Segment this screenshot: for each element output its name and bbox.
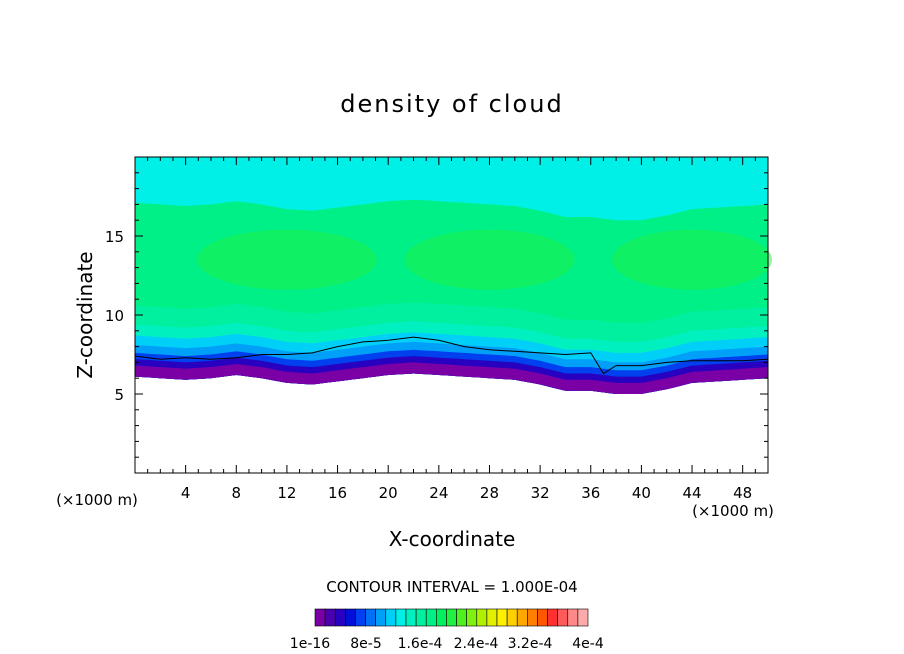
- contour-interval-label: CONTOUR INTERVAL = 1.000E-04: [326, 578, 577, 596]
- colorbar-swatch: [496, 608, 508, 627]
- x-axis-unit-label: (×1000 m): [692, 502, 774, 520]
- colorbar-swatch: [547, 608, 558, 627]
- colorbar-label: 4e-4: [572, 636, 604, 652]
- plot-area: [134, 157, 773, 473]
- x-axis-ticks: 4 8 12 16 20 24 28 32 36 40 44 48: [147, 157, 756, 502]
- x-tick-label: 36: [581, 484, 600, 502]
- cloud-layer-1e-16: [135, 362, 768, 394]
- colorbar-swatch: [436, 608, 447, 627]
- y-tick-label: 5: [114, 386, 124, 404]
- colorbar-swatch: [365, 608, 376, 627]
- colorbar-swatch: [375, 608, 387, 627]
- x-tick-label: 40: [632, 484, 651, 502]
- colorbar-swatch: [537, 608, 548, 627]
- x-tick-label: 48: [733, 484, 752, 502]
- colorbar-label: 3.2e-4: [508, 636, 553, 652]
- colorbar-swatch: [425, 608, 437, 627]
- colorbar-swatch: [557, 608, 569, 627]
- colorbar-label: 1.6e-4: [398, 636, 443, 652]
- colorbar-label: 2.4e-4: [454, 636, 499, 652]
- cloud-core: [612, 229, 773, 290]
- colorbar-swatch: [324, 608, 336, 627]
- chart-title: density of cloud: [340, 90, 563, 118]
- x-tick-label: 16: [328, 484, 347, 502]
- colorbar-swatch: [345, 608, 356, 627]
- x-tick-label: 28: [480, 484, 499, 502]
- x-origin-unit-label: (×1000 m): [56, 491, 138, 509]
- cloud-core: [404, 229, 575, 290]
- y-axis-title: Z-coordinate: [73, 251, 97, 378]
- y-tick-label: 10: [105, 307, 124, 325]
- y-tick-label: 15: [105, 228, 124, 246]
- x-tick-label: 32: [531, 484, 550, 502]
- colorbar-labels: 1e-16 8e-5 1.6e-4 2.4e-4 3.2e-4 4e-4: [290, 636, 604, 652]
- cloud-core: [196, 229, 377, 290]
- colorbar-swatch: [527, 608, 538, 627]
- contour-line-1e-4: [134, 336, 769, 375]
- colorbar-swatch: [446, 608, 457, 627]
- colorbar-swatch: [577, 608, 589, 627]
- colorbar-swatch: [405, 608, 417, 627]
- x-axis-title: X-coordinate: [389, 527, 516, 551]
- x-tick-label: 4: [181, 484, 191, 502]
- colorbar-label: 1e-16: [290, 636, 330, 652]
- colorbar-swatch: [486, 608, 498, 627]
- colorbar-swatch: [456, 608, 467, 627]
- colorbar-swatch: [567, 608, 579, 627]
- colorbar-swatch: [395, 608, 407, 627]
- colorbar-swatch: [466, 608, 478, 627]
- colorbar-swatch: [314, 608, 326, 627]
- colorbar-swatch: [506, 608, 518, 627]
- colorbar-swatch: [334, 608, 346, 627]
- colorbar-swatch: [476, 608, 488, 627]
- colorbar: [314, 608, 589, 627]
- colorbar-swatch: [385, 608, 397, 627]
- colorbar-label: 8e-5: [350, 636, 381, 652]
- colorbar-swatch: [355, 608, 366, 627]
- y-axis-ticks: 5 10 15: [105, 172, 768, 458]
- x-tick-label: 20: [379, 484, 398, 502]
- x-tick-label: 12: [277, 484, 296, 502]
- x-tick-label: 8: [232, 484, 242, 502]
- colorbar-swatch: [516, 608, 528, 627]
- x-tick-label: 24: [429, 484, 448, 502]
- x-tick-label: 44: [682, 484, 701, 502]
- colorbar-swatch: [415, 608, 427, 627]
